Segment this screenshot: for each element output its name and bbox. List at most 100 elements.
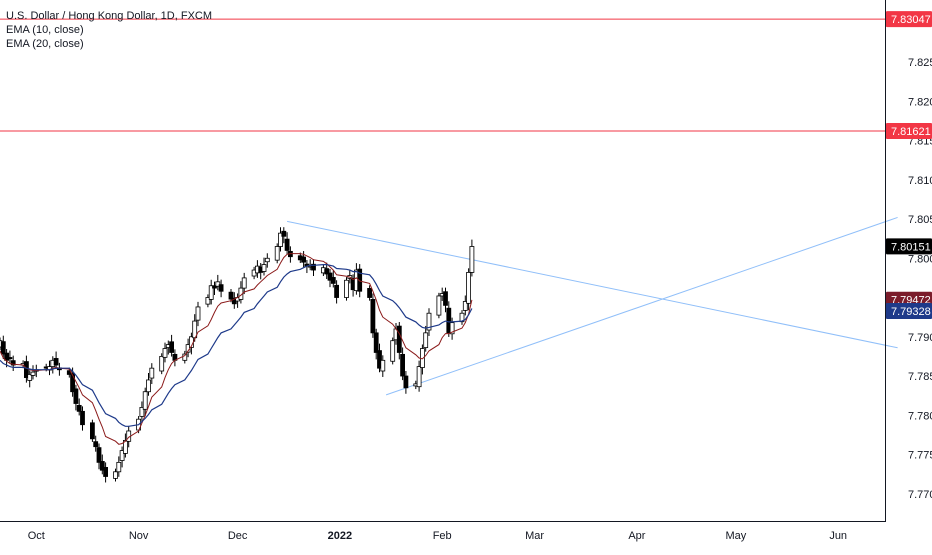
candle-body xyxy=(123,439,128,454)
candle-body xyxy=(449,322,455,335)
candle-body xyxy=(436,295,442,316)
time-tick-label: Jun xyxy=(829,530,847,542)
price-tag-3-bg xyxy=(886,303,932,320)
time-axis[interactable]: Oct Nov Dec 2022 Feb Mar Apr May Jun xyxy=(28,530,847,542)
candle-body xyxy=(53,358,59,366)
candle xyxy=(261,257,267,276)
candle-body xyxy=(149,367,155,379)
candle-body xyxy=(423,332,429,349)
hline-price-tag-2: 7.81621 xyxy=(886,123,932,140)
price-tick-label: 7.82000 xyxy=(908,96,932,108)
candle-body xyxy=(103,466,108,477)
ema20-line xyxy=(0,264,473,427)
candle xyxy=(195,301,201,327)
candle-body xyxy=(469,246,475,273)
candle-body xyxy=(70,373,75,393)
candle xyxy=(0,335,6,360)
candle xyxy=(446,301,452,337)
candle xyxy=(142,387,148,417)
ema-layer xyxy=(0,253,473,445)
candle xyxy=(311,259,316,277)
candle-body xyxy=(73,388,79,404)
price-tag-3-text: 7.79328 xyxy=(891,306,931,318)
hline-price-tag-2-bg xyxy=(886,123,932,140)
trendline-1 xyxy=(286,220,898,349)
trendline-2 xyxy=(385,216,898,396)
candle-body xyxy=(261,264,267,272)
candle-body xyxy=(466,272,472,304)
price-tick-label: 7.82500 xyxy=(908,57,932,69)
candle-body xyxy=(324,268,330,275)
legend-ema20: EMA (20, close) xyxy=(6,38,84,50)
candle xyxy=(162,342,168,363)
candle xyxy=(466,268,472,311)
candle xyxy=(149,363,155,385)
price-tick-label: 7.77500 xyxy=(908,450,932,462)
ema10-line xyxy=(0,253,473,445)
time-tick-label: Dec xyxy=(228,530,248,542)
candle xyxy=(390,337,396,365)
hline-price-tag-1-text: 7.83047 xyxy=(891,14,931,26)
candle-body xyxy=(443,291,448,306)
time-tick-label: 2022 xyxy=(328,530,352,542)
candle-body xyxy=(426,312,432,331)
price-tick-label: 7.77000 xyxy=(908,489,932,501)
price-tick-label: 7.79000 xyxy=(908,332,932,344)
candle xyxy=(284,232,290,255)
candle-body xyxy=(215,281,221,287)
candle xyxy=(116,456,122,477)
time-tick-label: May xyxy=(726,530,747,542)
candle-body xyxy=(400,353,406,377)
candle xyxy=(212,281,217,296)
candle xyxy=(370,293,376,338)
price-tag-1: 7.80151 xyxy=(886,238,932,255)
candle-body xyxy=(99,461,105,471)
candle-body xyxy=(208,285,214,300)
candle-body xyxy=(459,312,465,323)
candle-body xyxy=(27,374,33,381)
candle-body xyxy=(169,341,175,353)
candle-body xyxy=(241,277,247,289)
candle xyxy=(146,373,151,396)
candle xyxy=(4,349,9,368)
candle xyxy=(169,334,175,357)
candle-body xyxy=(4,352,9,361)
candle xyxy=(113,468,118,482)
candle xyxy=(426,308,432,336)
chart-legend: U.S. Dollar / Hong Kong Dollar, 1D, FXCM… xyxy=(6,9,212,51)
candle xyxy=(469,239,475,277)
time-tick-label: Oct xyxy=(28,530,45,542)
candle-body xyxy=(139,407,145,417)
hline-price-tag-1-bg xyxy=(886,11,932,28)
price-tag-1-text: 7.80151 xyxy=(891,241,931,253)
candle xyxy=(119,446,125,468)
candle xyxy=(416,360,422,392)
time-tick-label: Apr xyxy=(628,530,645,542)
candle-body xyxy=(330,277,336,284)
candle-body xyxy=(96,447,102,463)
candle-body xyxy=(367,288,373,298)
candle-body xyxy=(0,341,6,355)
candle-body xyxy=(93,441,99,448)
candle xyxy=(70,367,75,397)
candle-body xyxy=(218,284,224,292)
candle xyxy=(90,419,95,442)
candle-body xyxy=(377,350,382,369)
candle xyxy=(53,351,59,370)
candle xyxy=(436,292,442,319)
candle-body xyxy=(274,246,280,261)
candle xyxy=(400,347,406,381)
candle xyxy=(80,406,85,431)
candle xyxy=(380,355,386,377)
candle xyxy=(73,384,79,411)
candle-body xyxy=(119,450,125,461)
price-tag-1-bg xyxy=(886,238,932,255)
candle xyxy=(96,443,102,470)
candle-body xyxy=(357,268,363,292)
candle-body xyxy=(182,353,188,361)
candle-body xyxy=(327,272,333,281)
candle-body xyxy=(281,230,287,237)
